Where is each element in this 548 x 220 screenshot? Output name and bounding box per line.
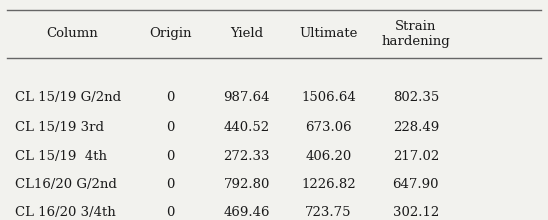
Text: 272.33: 272.33 [224, 150, 270, 163]
Text: Ultimate: Ultimate [299, 27, 358, 40]
Text: 792.80: 792.80 [224, 178, 270, 191]
Text: 469.46: 469.46 [224, 206, 270, 219]
Text: Column: Column [47, 27, 98, 40]
Text: 1506.64: 1506.64 [301, 91, 356, 104]
Text: 987.64: 987.64 [224, 91, 270, 104]
Text: 406.20: 406.20 [305, 150, 352, 163]
Text: Origin: Origin [149, 27, 192, 40]
Text: Yield: Yield [230, 27, 263, 40]
Text: 0: 0 [166, 150, 175, 163]
Text: 440.52: 440.52 [224, 121, 270, 134]
Text: 647.90: 647.90 [392, 178, 439, 191]
Text: 0: 0 [166, 121, 175, 134]
Text: 802.35: 802.35 [392, 91, 439, 104]
Text: 673.06: 673.06 [305, 121, 352, 134]
Text: 0: 0 [166, 91, 175, 104]
Text: 723.75: 723.75 [305, 206, 352, 219]
Text: CL 15/19  4th: CL 15/19 4th [15, 150, 107, 163]
Text: 302.12: 302.12 [392, 206, 439, 219]
Text: CL 15/19 3rd: CL 15/19 3rd [15, 121, 104, 134]
Text: CL 15/19 G/2nd: CL 15/19 G/2nd [15, 91, 121, 104]
Text: CL16/20 G/2nd: CL16/20 G/2nd [15, 178, 117, 191]
Text: 217.02: 217.02 [392, 150, 439, 163]
Text: CL 16/20 3/4th: CL 16/20 3/4th [15, 206, 116, 219]
Text: 0: 0 [166, 206, 175, 219]
Text: 228.49: 228.49 [392, 121, 439, 134]
Text: Strain
hardening: Strain hardening [381, 20, 450, 48]
Text: 1226.82: 1226.82 [301, 178, 356, 191]
Text: 0: 0 [166, 178, 175, 191]
